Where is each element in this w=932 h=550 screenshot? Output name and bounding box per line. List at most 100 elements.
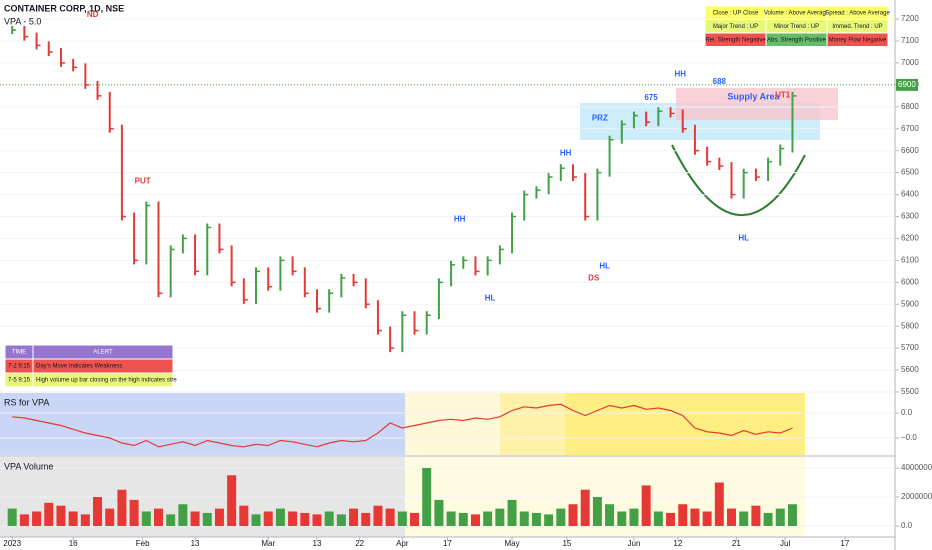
volume-bar [434,499,444,526]
x-tick-label: May [504,539,519,548]
y-tick-label: 7100 [901,36,919,45]
volume-bar [166,514,176,526]
x-tick-label: Mar [261,539,275,548]
annotation: DS [588,273,600,282]
annotation: HH [454,214,466,223]
volume-bar [446,511,456,526]
volume-bar [227,475,237,526]
volume-bar [68,511,78,526]
volume-bar [410,512,420,526]
x-tick-label: 22 [355,539,364,548]
volume-bar [702,511,712,526]
alert-text: High volume up bar closing on the high i… [36,378,177,384]
annotation: HH [675,69,687,78]
y-tick-label: −0.0 [901,433,917,442]
rs-bg-1 [0,393,405,455]
volume-bar [763,512,773,526]
alert-header: ALERT [93,350,113,356]
annotation: ND [87,10,99,19]
annotation: HL [599,262,610,271]
last-price-badge [896,78,918,91]
alert-text: Day's Move Indicates Weakness [36,364,122,370]
volume-bar [592,497,602,526]
pane-title: RS for VPA [4,397,49,407]
volume-bar [80,514,90,526]
status-cell [826,32,889,47]
volume-bar [349,508,359,526]
volume-bar [617,511,627,526]
status-text: Close : UP Close [713,10,759,16]
volume-bar [214,508,224,526]
volume-bar [202,512,212,526]
volume-bar [519,511,529,526]
volume-bar [470,514,480,526]
status-text: Rel. Strength Negative [705,37,766,43]
y-tick-label: 0.0 [901,408,913,417]
y-tick-label: 5700 [901,343,919,352]
volume-bar [336,514,346,526]
x-tick-label: Jun [628,539,641,548]
volume-bar [580,489,590,526]
annotation: PUT [135,177,151,186]
volume-bar [7,508,17,526]
y-tick-label: 5800 [901,321,919,330]
x-tick-label: 17 [840,539,849,548]
volume-bar [56,505,66,526]
volume-bar [507,499,517,526]
volume-bar [44,502,54,526]
volume-bar [275,508,285,526]
indicator-label: VPA - 5.0 [4,16,41,26]
volume-bar [690,508,700,526]
y-tick-label: 5600 [901,365,919,374]
y-tick-label: 6800 [901,102,919,111]
y-tick-label: 6600 [901,146,919,155]
volume-bar [251,514,261,526]
volume-bar [385,508,395,526]
annotation: UT1 [775,90,791,99]
y-tick-label: 6500 [901,168,919,177]
annotation: PRZ [592,113,608,122]
volume-bar [117,489,127,526]
status-text: Money Flow Negative [829,37,887,43]
pane-title: VPA Volume [4,461,53,471]
annotation: 688 [713,77,727,86]
volume-bar [531,512,541,526]
volume-bar [714,482,724,526]
y-tick-label: 6200 [901,234,919,243]
alert-text: 7-2 9:15 [8,364,31,370]
volume-bar [239,505,249,526]
x-tick-label: Feb [136,539,150,548]
volume-bar [129,499,139,526]
y-tick-label: 6700 [901,124,919,133]
volume-bar [751,505,761,526]
x-tick-label: 2023 [3,539,21,548]
alert-header: TIME [12,350,26,356]
last-price-label: 6900 [898,80,916,89]
volume-bar [361,512,371,526]
volume-bar [153,508,163,526]
alert-cell [32,372,174,388]
volume-bar [178,504,188,526]
x-tick-label: 21 [732,539,741,548]
chart-title: CONTAINER CORP, 1D, NSE [4,3,124,13]
volume-bar [653,511,663,526]
volume-bar [495,508,505,526]
rs-bg-4 [565,393,805,455]
volume-bar [93,497,103,526]
volume-bar [678,504,688,526]
x-tick-label: 13 [191,539,200,548]
volume-bar [32,511,42,526]
volume-bar [373,505,383,526]
volume-bar [787,504,797,526]
status-text: Minor Trend : UP [774,24,819,30]
volume-bar [739,511,749,526]
volume-bar [629,508,639,526]
volume-bar [544,514,554,526]
status-text: Spread : Above Average [825,10,890,16]
volume-bar [727,508,737,526]
y-tick-label: 6000 [901,277,919,286]
x-tick-label: 12 [673,539,682,548]
status-text: Volume : Above Average [764,10,830,16]
y-tick-label: 5900 [901,299,919,308]
